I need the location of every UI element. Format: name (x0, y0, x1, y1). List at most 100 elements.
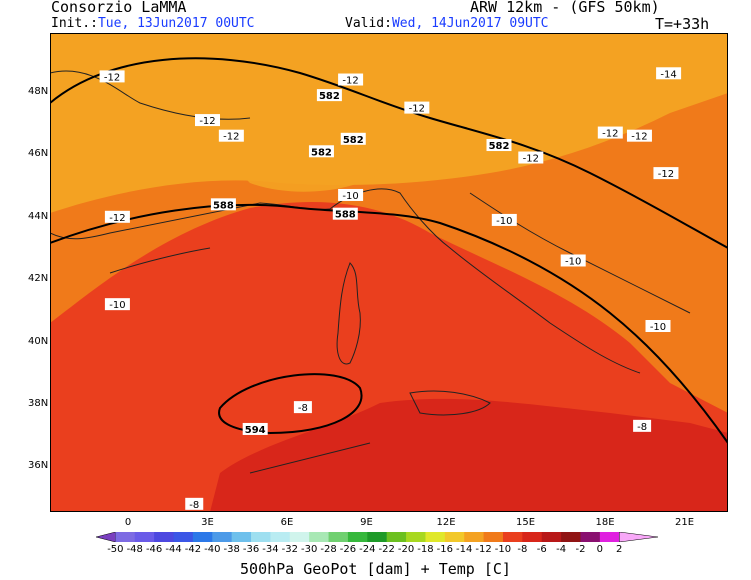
temp-label-17: -8 (633, 419, 652, 433)
temp-label-7: -12 (653, 167, 679, 180)
colorbar-tick-12: -26 (339, 544, 357, 555)
temp-label-0: -12 (99, 70, 125, 83)
temp-label-15: -10 (645, 320, 671, 333)
lon-label-5: 15E (515, 517, 536, 528)
svg-text:-12: -12 (199, 116, 215, 127)
colorbar-swatch-20 (483, 532, 504, 542)
temp-label-3: -12 (218, 129, 244, 143)
colorbar-tick-7: -36 (242, 544, 260, 555)
svg-text:-10: -10 (342, 191, 358, 202)
svg-text:594: 594 (245, 425, 266, 436)
colorbar-swatch-16 (406, 532, 426, 542)
colorbar-tick-9: -32 (281, 544, 298, 555)
colorbar-swatch-4 (173, 532, 194, 542)
temp-label-16: -8 (293, 401, 312, 414)
temp-labels-layer: -12 -12 -12 -12 -12 -12 -12 -12 -14 -12 -12 -10 -10 -… (99, 67, 682, 511)
lat-label-4: 40N (28, 335, 49, 347)
temp-label-8: -14 (656, 67, 682, 80)
svg-text:-12: -12 (602, 129, 618, 140)
geopot-label-3: 582 (486, 139, 512, 152)
lat-label-0: 48N (28, 86, 49, 97)
colorbar-tick-5: -40 (204, 544, 221, 555)
colorbar-swatch-19 (464, 532, 485, 542)
colorbar-swatch-5 (192, 532, 213, 542)
colorbar-swatch-22 (522, 532, 543, 542)
colorbar-tick-17: -16 (436, 544, 453, 555)
colorbar-tick-4: -42 (184, 544, 202, 555)
lon-label-0: 0 (124, 517, 132, 528)
svg-text:582: 582 (319, 91, 340, 102)
svg-text:-12: -12 (523, 154, 539, 165)
svg-text:-14: -14 (660, 69, 676, 80)
temp-label-18: -8 (185, 497, 204, 511)
temp-field-minus12-light (220, 140, 380, 192)
colorbar-tick-8: -34 (262, 544, 279, 555)
colorbar-tick-19: -12 (475, 544, 492, 555)
colorbar-swatch-7 (231, 532, 252, 542)
colorbar-swatch-14 (367, 532, 388, 542)
lon-label-3: 9E (360, 517, 373, 528)
geopot-label-2: 582 (308, 145, 334, 158)
temp-label-13: -10 (560, 254, 586, 267)
lat-label-6: 36N (28, 460, 49, 472)
colorbar-tick-3: -44 (165, 544, 182, 555)
lat-label-1: 46N (28, 148, 49, 160)
colorbar-tick-20: -10 (494, 544, 512, 555)
geopot-label-1: 582 (340, 132, 366, 146)
lat-label-3: 42N (28, 273, 49, 285)
svg-text:-8: -8 (189, 500, 199, 511)
colorbar-tick-26: 2 (616, 544, 623, 555)
colorbar-swatch-17 (425, 532, 446, 542)
temp-label-4: -12 (404, 101, 430, 115)
colorbar-tick-13: -24 (359, 544, 376, 555)
temp-label-9: -12 (597, 126, 623, 140)
lon-label-2: 6E (280, 517, 294, 528)
valid-label: Valid: (345, 16, 392, 31)
colorbar-tick-15: -20 (397, 544, 415, 555)
lon-label-7: 21E (674, 517, 695, 528)
colorbar-swatch-1 (115, 532, 136, 542)
colorbar-swatch-8 (251, 532, 271, 542)
colorbar-swatch-15 (386, 532, 407, 542)
svg-text:-10: -10 (109, 300, 125, 311)
colorbar-swatch-11 (309, 532, 330, 542)
colorbar-tick-14: -22 (378, 544, 395, 555)
geopot-contours (50, 57, 728, 444)
colorbar-tick-23: -4 (556, 544, 567, 555)
colorbar-swatch-13 (347, 532, 368, 542)
init-line: Init.:Tue, 13Jun2017 00UTC (51, 17, 255, 31)
colorbar-tick-0: -50 (107, 544, 124, 555)
colorbar-swatch-21 (502, 532, 523, 542)
colorbar-swatch-9 (270, 532, 291, 542)
svg-text:-10: -10 (496, 216, 512, 227)
org-title: Consorzio LaMMA (51, 0, 187, 16)
colorbar (96, 532, 658, 542)
temp-label-6: -12 (626, 129, 652, 143)
colorbar-swatch-10 (289, 532, 310, 542)
colorbar-tick-11: -28 (320, 544, 337, 555)
colorbar-tick-1: -48 (126, 544, 143, 555)
init-label: Init.: (51, 16, 98, 31)
colorbar-tick-25: 0 (596, 544, 604, 555)
geopot-label-4: 588 (210, 198, 236, 211)
geopot-label-5: 588 (332, 207, 358, 221)
geopot-label-6: 594 (242, 422, 268, 436)
temp-label-10: -12 (104, 210, 130, 224)
colorbar-tick-10: -30 (301, 544, 318, 555)
colorbar-swatch-6 (212, 532, 233, 542)
svg-text:582: 582 (343, 135, 364, 146)
temp-label-5: -12 (518, 151, 544, 165)
svg-text:-12: -12 (658, 169, 674, 180)
lat-label-2: 44N (28, 210, 49, 222)
model-title: ARW 12km - (GFS 50km) (470, 0, 660, 16)
svg-text:-8: -8 (298, 403, 308, 414)
temp-field-minus8 (210, 398, 728, 512)
colorbar-tick-21: -8 (517, 544, 528, 555)
colorbar-swatch-24 (561, 532, 581, 542)
colorbar-tick-2: -46 (145, 544, 163, 555)
colorbar-tick-24: -2 (575, 544, 586, 555)
temp-label-2: -12 (195, 114, 220, 127)
svg-text:-12: -12 (631, 132, 647, 143)
svg-text:582: 582 (311, 147, 332, 158)
colorbar-swatch-2 (134, 532, 155, 542)
